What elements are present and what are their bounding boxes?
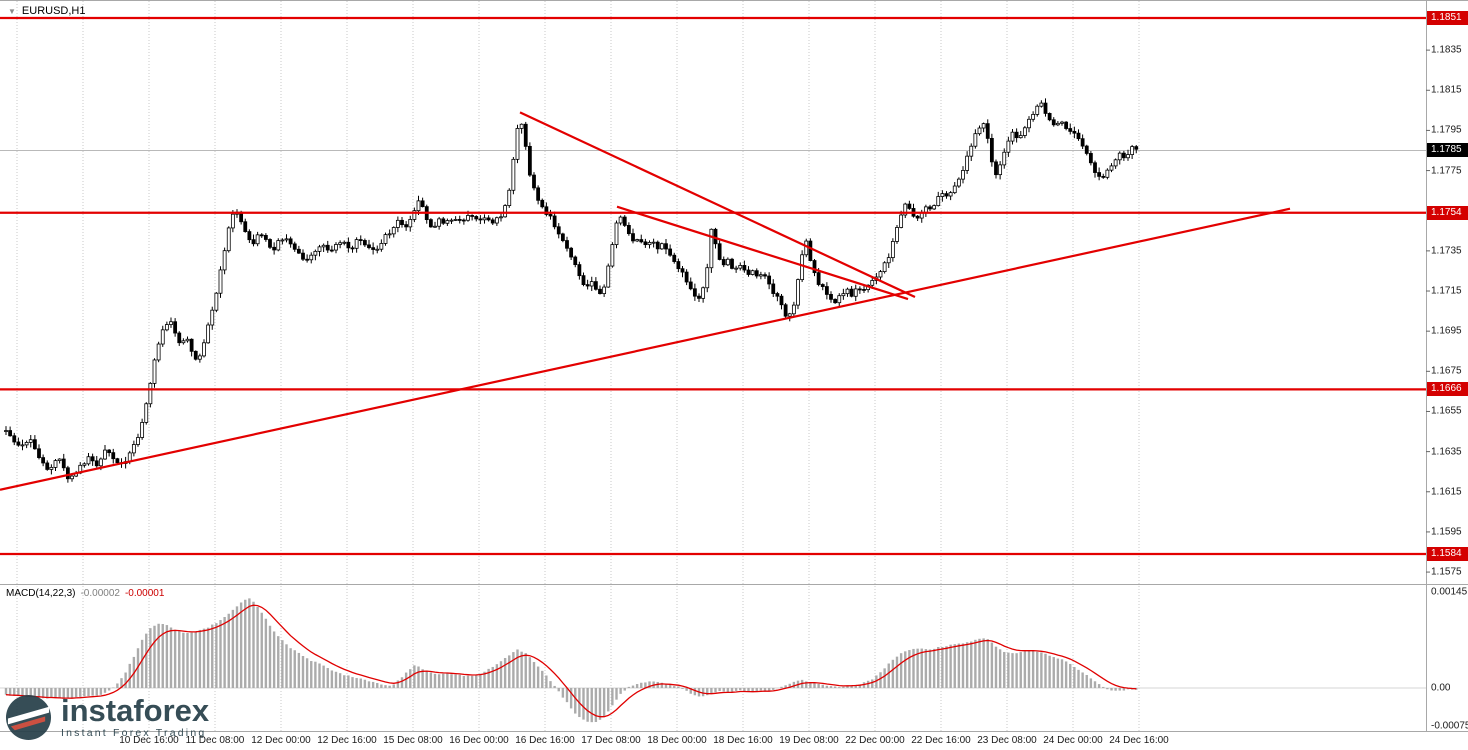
macd-scale-label: -0.00075 bbox=[1431, 720, 1468, 732]
time-tick-label: 16 Dec 00:00 bbox=[449, 735, 509, 746]
level-price-tag: 1.1584 bbox=[1427, 547, 1468, 561]
watermark-tagline: Instant Forex Trading bbox=[61, 727, 207, 739]
time-tick-label: 15 Dec 08:00 bbox=[383, 735, 443, 746]
price-tick-label: 1.1655 bbox=[1431, 405, 1462, 417]
price-tick-label: 1.1695 bbox=[1431, 325, 1462, 337]
time-tick-label: 16 Dec 16:00 bbox=[515, 735, 575, 746]
time-tick-label: 22 Dec 00:00 bbox=[845, 735, 905, 746]
macd-value-main: -0.00002 bbox=[80, 588, 120, 599]
price-tick-label: 1.1635 bbox=[1431, 446, 1462, 458]
price-tick-label: 1.1675 bbox=[1431, 365, 1462, 377]
time-tick-label: 12 Dec 00:00 bbox=[251, 735, 311, 746]
symbol-title: ▼ EURUSD,H1 bbox=[8, 5, 86, 17]
level-price-tag: 1.1754 bbox=[1427, 205, 1468, 220]
time-tick-label: 23 Dec 08:00 bbox=[977, 735, 1037, 746]
macd-scale-label: 0.00 bbox=[1431, 682, 1451, 694]
time-tick-label: 24 Dec 16:00 bbox=[1109, 735, 1169, 746]
time-tick-label: 22 Dec 16:00 bbox=[911, 735, 971, 746]
price-tick-label: 1.1815 bbox=[1431, 84, 1462, 96]
price-tick-label: 1.1715 bbox=[1431, 285, 1462, 297]
macd-name: MACD(14,22,3) bbox=[6, 588, 76, 599]
instaforex-logo-icon bbox=[5, 694, 52, 741]
time-tick-label: 18 Dec 16:00 bbox=[713, 735, 773, 746]
price-tick-label: 1.1595 bbox=[1431, 526, 1462, 538]
time-tick-label: 24 Dec 00:00 bbox=[1043, 735, 1103, 746]
price-tick-label: 1.1775 bbox=[1431, 165, 1462, 177]
price-tick-label: 1.1795 bbox=[1431, 124, 1462, 136]
price-tick-label: 1.1575 bbox=[1431, 566, 1462, 578]
current-price-tag: 1.1785 bbox=[1427, 143, 1468, 158]
time-tick-label: 11 Dec 08:00 bbox=[185, 735, 245, 746]
time-tick-label: 18 Dec 00:00 bbox=[647, 735, 707, 746]
price-tick-label: 1.1735 bbox=[1431, 245, 1462, 257]
time-tick-label: 12 Dec 16:00 bbox=[317, 735, 377, 746]
time-tick-label: 17 Dec 08:00 bbox=[581, 735, 641, 746]
macd-indicator-label: MACD(14,22,3) -0.00002 -0.00001 bbox=[6, 588, 164, 599]
broker-watermark: instaforex Instant Forex Trading bbox=[5, 694, 209, 741]
chart-dropdown-arrow-icon[interactable]: ▼ bbox=[8, 6, 16, 16]
time-tick-label: 10 Dec 16:00 bbox=[119, 735, 179, 746]
level-price-tag: 1.1666 bbox=[1427, 382, 1468, 397]
watermark-brand: instaforex bbox=[61, 693, 210, 728]
level-price-tag: 1.1851 bbox=[1427, 11, 1468, 25]
price-tick-label: 1.1615 bbox=[1431, 486, 1462, 498]
macd-value-signal: -0.00001 bbox=[124, 588, 165, 599]
price-tick-label: 1.1835 bbox=[1431, 44, 1462, 56]
time-tick-label: 19 Dec 08:00 bbox=[779, 735, 839, 746]
macd-scale-label: 0.00145 bbox=[1431, 586, 1468, 598]
symbol-label: EURUSD,H1 bbox=[21, 5, 86, 17]
